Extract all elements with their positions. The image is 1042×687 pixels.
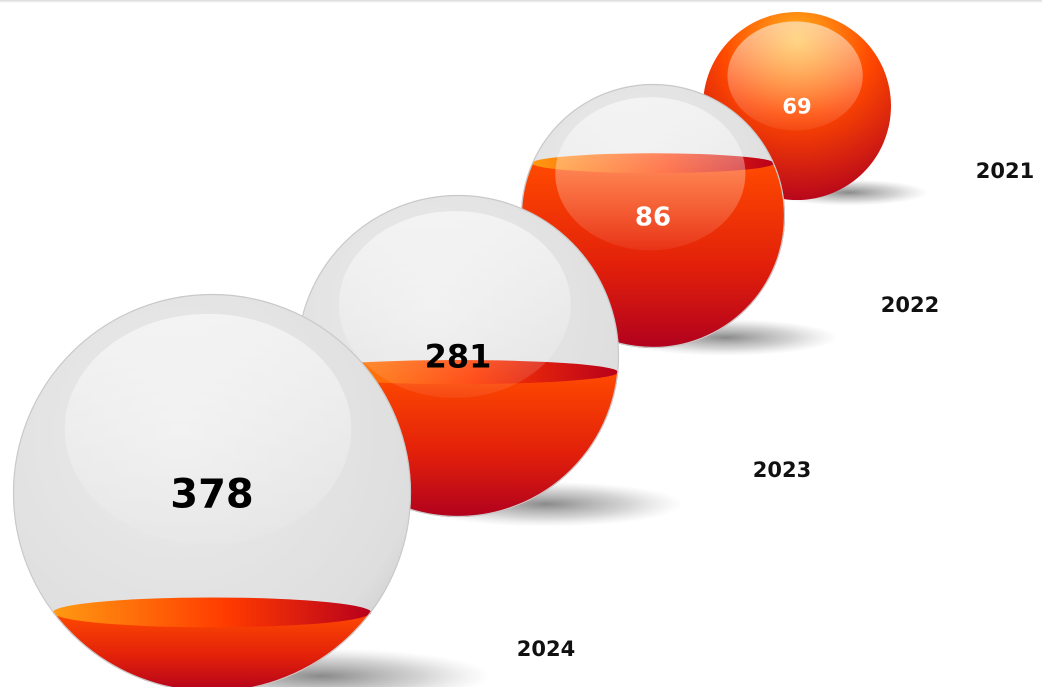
top-divider	[0, 0, 1042, 3]
year-label-2023: 2023	[753, 458, 811, 482]
bubble-group: 69 86 281 378	[12, 12, 891, 687]
bubble-2024: 378	[12, 293, 412, 687]
year-label-2021: 2021	[976, 159, 1034, 183]
year-label-2022: 2022	[881, 293, 939, 317]
value-label-2023: 281	[425, 338, 492, 376]
value-label-2024: 378	[170, 471, 254, 517]
year-labels: 2021 2022 2023 2024	[517, 159, 1034, 661]
value-label-2021: 69	[782, 95, 811, 119]
bubble-highlight-2023	[338, 211, 571, 398]
year-label-2024: 2024	[517, 637, 575, 661]
bubble-highlight-2024	[64, 313, 352, 545]
bubble-highlight-2021	[727, 21, 863, 131]
value-label-2022: 86	[635, 202, 671, 232]
bubble-highlight-2022	[555, 97, 746, 251]
bubble-surface-2024	[52, 597, 372, 628]
